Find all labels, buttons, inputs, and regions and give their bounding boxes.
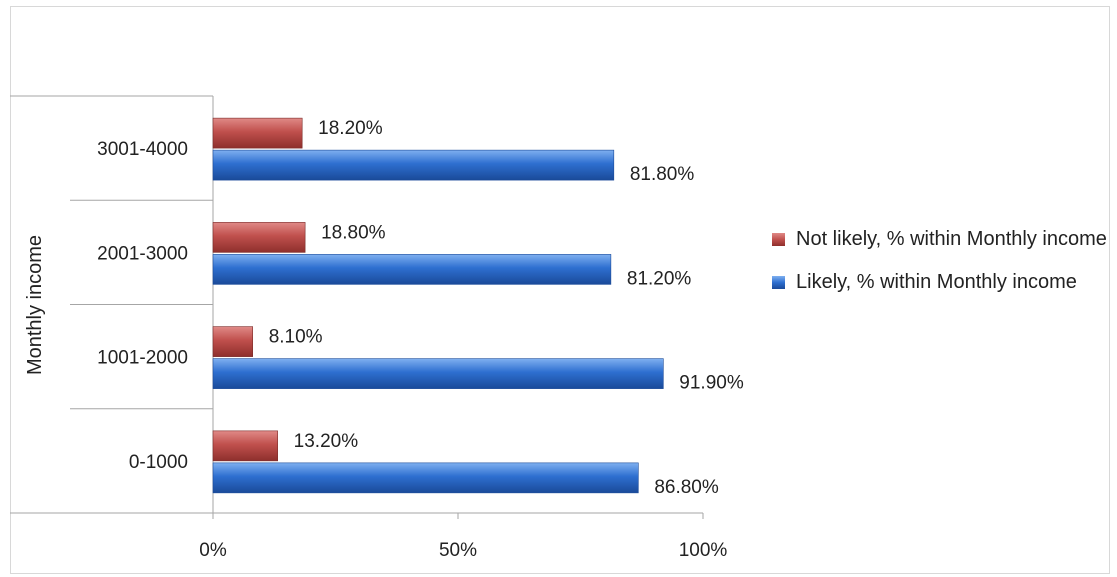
bar-not-likely [212, 326, 253, 357]
x-tick-label: 50% [439, 540, 477, 561]
legend-swatch-likely [772, 276, 785, 289]
y-axis-title: Monthly income [24, 235, 46, 375]
data-label-not-likely: 18.20% [318, 118, 383, 139]
data-label-likely: 86.80% [654, 477, 719, 498]
category-label: 3001-4000 [97, 139, 188, 160]
bar-likely [212, 462, 639, 494]
category-label: 0-1000 [129, 452, 188, 473]
legend-item-likely: Likely, % within Monthly income [772, 267, 1112, 298]
data-label-likely: 81.80% [630, 164, 695, 185]
bar-not-likely [212, 222, 306, 253]
legend-swatch-not-likely [772, 233, 785, 246]
chart-frame [10, 6, 1110, 574]
category-label: 2001-3000 [97, 243, 188, 264]
data-label-likely: 81.20% [627, 268, 692, 289]
bar-likely [212, 149, 615, 181]
bar-likely [212, 254, 612, 285]
category-label: 1001-2000 [97, 348, 188, 369]
x-tick-label: 100% [679, 540, 728, 561]
data-label-not-likely: 8.10% [269, 327, 323, 348]
bar-not-likely [212, 430, 278, 462]
x-tick-label: 0% [199, 540, 227, 561]
legend: Not likely, % within Monthly income Like… [772, 224, 1112, 310]
bar-not-likely [212, 117, 303, 149]
bar-likely [212, 358, 664, 389]
data-label-likely: 91.90% [679, 373, 744, 394]
data-label-not-likely: 18.80% [321, 222, 386, 243]
data-label-not-likely: 13.20% [294, 431, 359, 452]
legend-label-likely: Likely, % within Monthly income [796, 271, 1077, 293]
legend-item-not-likely: Not likely, % within Monthly income [772, 224, 1112, 255]
legend-label-not-likely: Not likely, % within Monthly income [796, 228, 1107, 250]
